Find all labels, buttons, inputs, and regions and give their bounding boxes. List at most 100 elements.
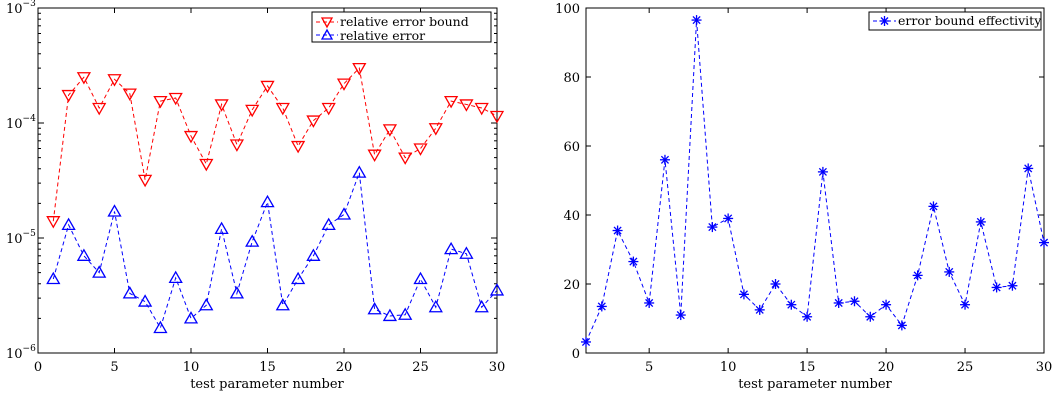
data-point bbox=[644, 297, 655, 308]
legend: error bound effectivity bbox=[868, 11, 1042, 31]
series-layer bbox=[581, 15, 1049, 347]
data-point bbox=[137, 294, 153, 307]
data-point bbox=[336, 207, 352, 220]
data-point bbox=[92, 265, 107, 278]
data-point bbox=[168, 92, 183, 106]
data-point bbox=[321, 102, 336, 116]
data-point bbox=[92, 102, 107, 116]
data-point bbox=[122, 286, 137, 299]
x-tick-label: 25 bbox=[412, 360, 429, 375]
data-point bbox=[581, 336, 591, 347]
data-point bbox=[1023, 163, 1034, 174]
data-point bbox=[896, 320, 907, 331]
x-tick-label: 5 bbox=[645, 360, 653, 375]
data-point bbox=[367, 301, 382, 315]
data-point bbox=[428, 123, 443, 136]
data-point bbox=[1007, 280, 1018, 291]
data-point bbox=[443, 95, 459, 109]
plot-frame bbox=[585, 7, 1045, 354]
axes-ticks: 5 10 15 20 25 30 0 20 40 60 80 100 bbox=[555, 2, 1052, 375]
data-point bbox=[321, 217, 336, 231]
legend-box bbox=[311, 11, 492, 43]
data-point bbox=[306, 115, 321, 128]
data-point bbox=[428, 299, 443, 313]
data-point bbox=[46, 216, 61, 229]
tick-exponent: −4 bbox=[23, 114, 37, 124]
data-point bbox=[46, 271, 61, 285]
y-tick-label: 40 bbox=[563, 209, 580, 224]
data-point bbox=[122, 88, 137, 101]
data-point bbox=[229, 286, 245, 299]
data-point bbox=[290, 271, 306, 285]
x-tick-label: 15 bbox=[799, 360, 816, 375]
data-point bbox=[817, 166, 828, 177]
data-point bbox=[474, 102, 489, 116]
x-tick-label: 5 bbox=[110, 360, 118, 375]
plot-frame bbox=[37, 7, 498, 354]
x-tick-label: 20 bbox=[878, 360, 895, 375]
x-axis-title: test parameter number bbox=[738, 377, 892, 392]
data-point bbox=[865, 311, 876, 322]
data-point bbox=[489, 283, 505, 296]
legend-entry-relative-error-bound: relative error bound bbox=[316, 14, 469, 29]
data-point bbox=[214, 221, 229, 235]
data-point bbox=[153, 95, 168, 109]
data-point bbox=[153, 320, 168, 334]
y-tick-label: 80 bbox=[563, 71, 580, 86]
data-point bbox=[881, 299, 892, 310]
tick-exponent: −3 bbox=[23, 0, 37, 9]
data-point bbox=[675, 310, 686, 321]
data-point bbox=[107, 74, 122, 87]
series-line bbox=[52, 67, 498, 222]
tick-base: 10 bbox=[6, 232, 23, 247]
x-tick-label: 25 bbox=[957, 360, 974, 375]
data-point bbox=[382, 308, 398, 322]
data-point bbox=[596, 301, 607, 312]
tick-exponent: −6 bbox=[23, 344, 37, 354]
series-line bbox=[585, 20, 1045, 343]
x-tick-label: 10 bbox=[183, 360, 200, 375]
data-point bbox=[275, 297, 290, 311]
data-point bbox=[802, 311, 813, 322]
y-tick-label: 10−3 bbox=[6, 0, 36, 17]
x-axis-title: test parameter number bbox=[190, 377, 344, 392]
data-point bbox=[352, 62, 367, 76]
x-tick-label: 15 bbox=[259, 360, 276, 375]
data-point bbox=[849, 296, 860, 307]
data-point bbox=[489, 110, 505, 124]
data-point bbox=[275, 102, 290, 116]
data-point bbox=[991, 282, 1002, 293]
series-error-bound-effectivity bbox=[581, 15, 1049, 347]
data-point bbox=[459, 246, 474, 259]
series-relative-error-bound bbox=[46, 62, 505, 229]
tick-base: 10 bbox=[6, 2, 23, 17]
series-line bbox=[52, 172, 498, 330]
data-point bbox=[833, 297, 844, 308]
data-point bbox=[352, 165, 367, 178]
data-point bbox=[398, 152, 413, 165]
tick-base: 10 bbox=[6, 347, 23, 362]
data-point bbox=[367, 149, 382, 163]
legend-label: relative error bound bbox=[340, 14, 469, 29]
y-tick-label: 20 bbox=[563, 278, 580, 293]
y-tick-label: 10−4 bbox=[6, 114, 36, 132]
data-point bbox=[474, 299, 489, 313]
data-point bbox=[975, 216, 986, 227]
data-point bbox=[260, 80, 275, 94]
data-point bbox=[199, 158, 214, 172]
data-point bbox=[459, 99, 474, 112]
effectivity-chart: 5 10 15 20 25 30 0 20 40 60 80 100 test parameter n… bbox=[555, 2, 1052, 392]
data-point bbox=[944, 266, 955, 277]
data-point bbox=[786, 299, 797, 310]
data-point bbox=[183, 130, 199, 144]
data-point bbox=[770, 279, 781, 289]
legend-box bbox=[868, 11, 1042, 31]
data-point bbox=[723, 213, 734, 224]
legend-entry-error-bound-effectivity: error bound effectivity bbox=[873, 13, 1042, 28]
data-point bbox=[76, 248, 92, 261]
data-point bbox=[336, 78, 352, 91]
data-point bbox=[245, 234, 260, 247]
data-point bbox=[61, 89, 76, 103]
